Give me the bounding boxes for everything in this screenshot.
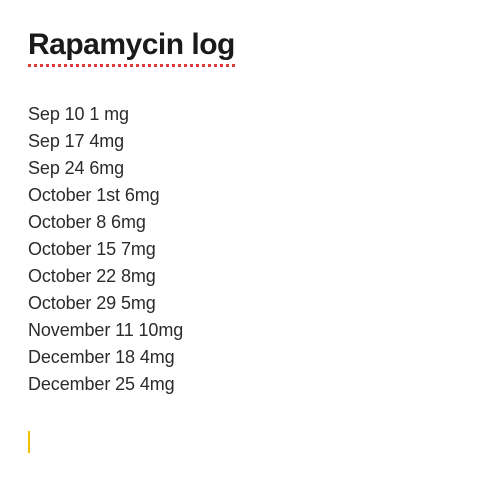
log-entry: October 22 8mg [28, 263, 472, 290]
cursor-line[interactable] [28, 430, 472, 454]
log-entry: November 11 10mg [28, 317, 472, 344]
log-entry: October 15 7mg [28, 236, 472, 263]
log-entry: Sep 10 1 mg [28, 101, 472, 128]
log-entry: October 29 5mg [28, 290, 472, 317]
log-entries: Sep 10 1 mgSep 17 4mgSep 24 6mgOctober 1… [28, 101, 472, 398]
log-entry: December 18 4mg [28, 344, 472, 371]
log-entry: Sep 17 4mg [28, 128, 472, 155]
log-entry: December 25 4mg [28, 371, 472, 398]
log-entry: October 8 6mg [28, 209, 472, 236]
log-entry: October 1st 6mg [28, 182, 472, 209]
log-entry: Sep 24 6mg [28, 155, 472, 182]
text-cursor [28, 431, 30, 453]
page-title: Rapamycin log [28, 28, 235, 67]
